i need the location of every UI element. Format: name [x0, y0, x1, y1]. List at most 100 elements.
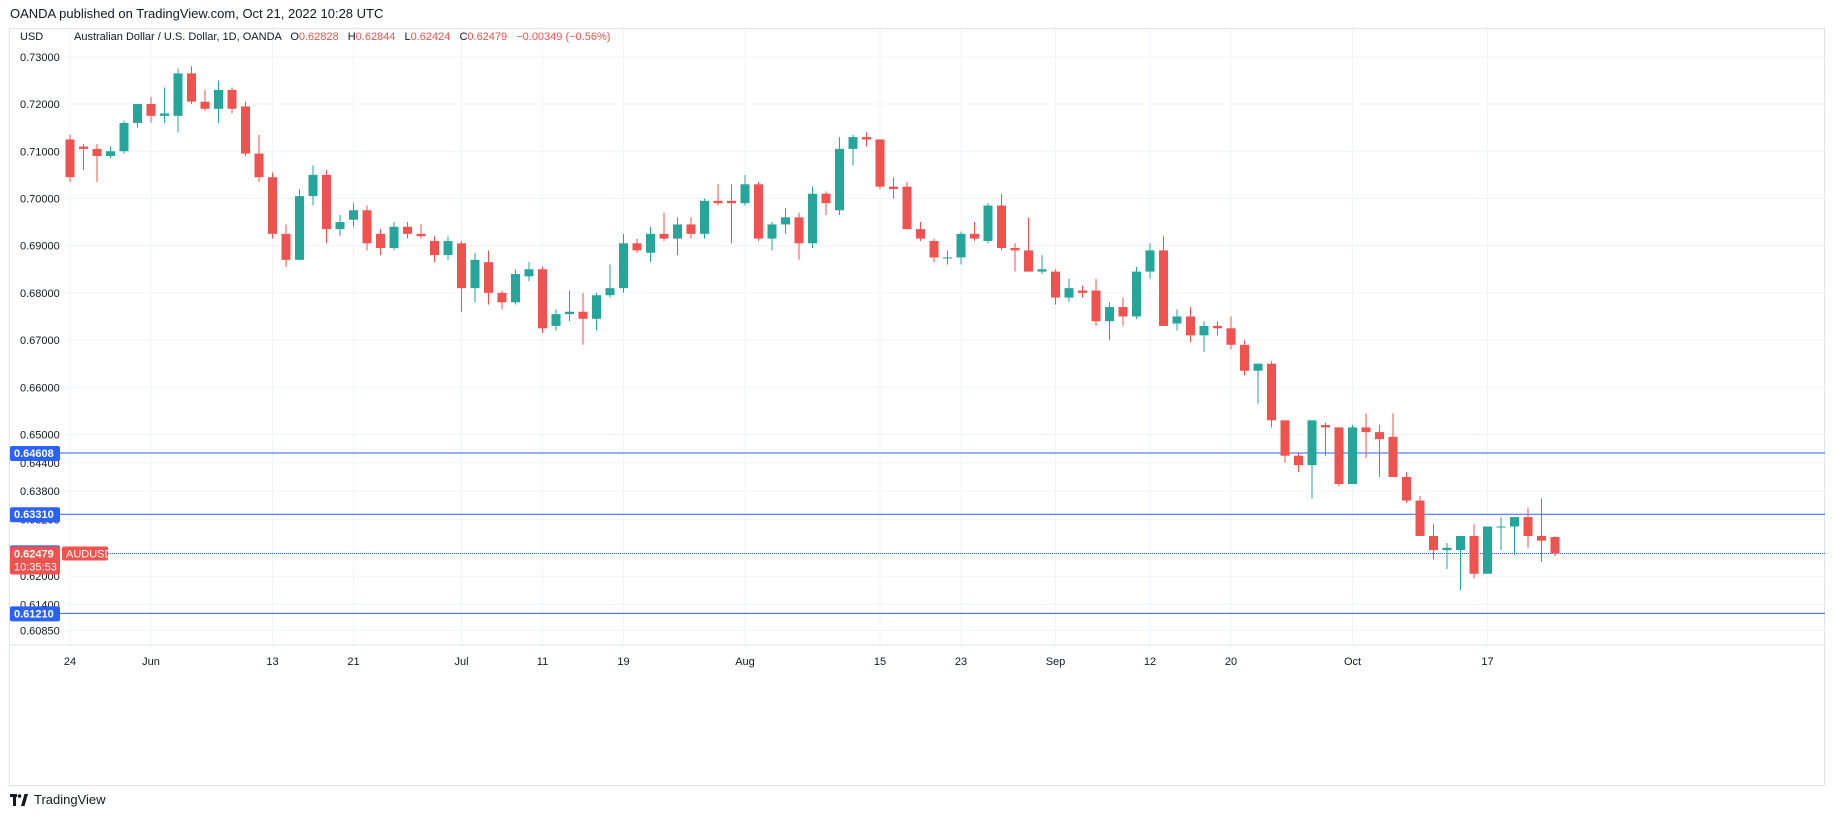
candle: [821, 191, 831, 215]
y-tick-label: 0.68000: [20, 288, 60, 300]
candle-body: [1253, 363, 1263, 371]
candle-body: [133, 104, 142, 123]
x-tick-label: 19: [617, 656, 629, 668]
x-tick-label: 23: [955, 656, 967, 668]
candle-body: [740, 184, 750, 204]
candle: [133, 104, 142, 128]
currency-label: USD: [20, 31, 43, 43]
candle-body: [632, 243, 642, 251]
candle-body: [862, 137, 871, 140]
candle-body: [875, 139, 885, 187]
candle: [457, 240, 466, 312]
candle: [1510, 517, 1519, 555]
candle: [1415, 495, 1425, 536]
candle: [349, 203, 358, 227]
candle: [1064, 278, 1074, 303]
candle: [308, 165, 318, 206]
level-badge-bg: [10, 507, 60, 523]
candle-body: [389, 226, 399, 249]
candle: [1523, 507, 1533, 548]
level-badge-text: 0.63310: [14, 509, 54, 521]
candle: [322, 170, 331, 244]
candle-body: [1024, 250, 1033, 272]
tradingview-logo-icon: [10, 793, 28, 806]
candle-body: [1280, 420, 1290, 456]
ohlc-l-label: L: [404, 31, 410, 43]
y-tick-label: 0.70000: [20, 193, 60, 205]
candle: [565, 290, 574, 322]
symbol-tag-bg: [62, 546, 108, 561]
candle: [1348, 425, 1357, 485]
candle-body: [1334, 427, 1344, 485]
candle: [808, 186, 817, 249]
candlestick-chart[interactable]: 24 Jun 13 21 Jul 11 19 Aug 15 23 Sep 12 20 Oct 17 0.73…: [10, 29, 1826, 787]
candle: [1321, 422, 1330, 456]
candle: [1078, 285, 1087, 298]
candle-body: [1064, 288, 1074, 298]
candle: [916, 222, 925, 241]
candle-body: [1159, 250, 1168, 326]
price-badges: 0.646080.633100.612100.625030.6247910:35…: [10, 445, 113, 622]
candle: [160, 87, 169, 123]
candle-body: [1226, 328, 1236, 345]
candle: [1010, 243, 1020, 272]
candle: [65, 134, 75, 182]
candle: [929, 238, 939, 263]
candle: [403, 222, 412, 239]
candle: [389, 222, 399, 251]
candle: [632, 238, 642, 253]
candle: [1213, 321, 1222, 336]
candle: [1145, 243, 1155, 279]
candle: [578, 292, 588, 345]
candle: [1442, 543, 1452, 570]
candle: [1550, 536, 1560, 557]
candle-body: [497, 292, 507, 303]
x-tick-label: 11: [537, 656, 548, 668]
candle-body: [605, 288, 615, 296]
candle-body: [1375, 432, 1384, 440]
candle-body: [1429, 535, 1438, 551]
candle-body: [254, 153, 264, 178]
candle-body: [929, 240, 939, 258]
x-tick-label: Aug: [735, 656, 755, 668]
candle-body: [200, 101, 210, 109]
candle-body: [916, 229, 925, 239]
candle-body: [1091, 290, 1101, 322]
candle: [538, 266, 547, 333]
candle-body: [551, 314, 561, 326]
x-tick-label: 17: [1481, 656, 1493, 668]
candle-body: [943, 257, 952, 259]
candle-body: [403, 226, 412, 234]
candle: [227, 87, 237, 114]
candle-body: [956, 233, 966, 258]
ohlc-low: 0.62424: [411, 31, 451, 43]
candle-body: [349, 210, 358, 220]
candle-body: [848, 137, 858, 149]
candle: [416, 224, 426, 239]
candle: [686, 217, 696, 239]
candle: [1091, 278, 1101, 326]
level-badge: 0.61210: [10, 606, 60, 622]
candle-body: [1240, 344, 1249, 371]
chart-panel[interactable]: 24 Jun 13 21 Jul 11 19 Aug 15 23 Sep 12 20 Oct 17 0.73…: [9, 28, 1826, 787]
candle: [767, 222, 777, 251]
symbol-tag: AUDUSD: [62, 546, 113, 561]
candle-body: [1145, 250, 1155, 272]
candles[interactable]: [65, 66, 1560, 591]
y-tick-label: 0.60850: [20, 625, 60, 637]
candle-body: [1348, 427, 1357, 485]
candle-body: [376, 233, 385, 249]
candle-body: [457, 243, 466, 289]
candle-body: [1537, 535, 1546, 541]
footer-brand: TradingView: [10, 792, 106, 807]
candle: [146, 96, 156, 123]
candle-body: [322, 174, 331, 230]
candle: [1186, 307, 1195, 343]
candle-body: [443, 240, 453, 256]
candle-body: [1442, 547, 1452, 551]
candle-body: [1483, 526, 1492, 574]
candle-body: [119, 122, 129, 152]
published-caption: OANDA published on TradingView.com, Oct …: [10, 6, 384, 21]
x-tick-label: 20: [1225, 656, 1237, 668]
